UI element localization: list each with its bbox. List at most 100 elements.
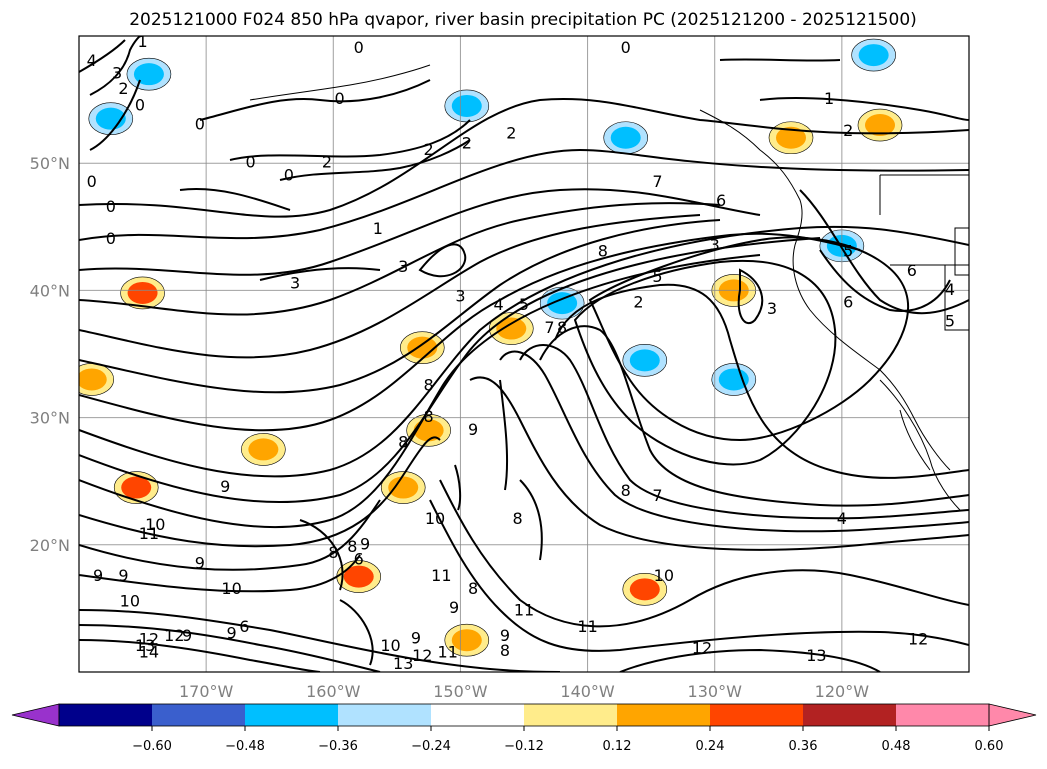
contour-label: 11	[431, 566, 451, 585]
contour-label: 11	[139, 524, 159, 543]
contour-label: 11	[514, 600, 534, 619]
contour-line	[79, 225, 969, 478]
contour-line	[79, 98, 969, 218]
contour-label: 6	[239, 617, 249, 636]
contour-line	[499, 379, 509, 491]
colorbar-segment	[617, 704, 711, 726]
contour-line	[737, 268, 764, 325]
x-axis-ticks: 170°W 160°W 150°W 140°W 130°W 120°W	[179, 682, 869, 701]
contour-label: 0	[106, 197, 116, 216]
contour-line	[79, 148, 969, 241]
contour-label: 0	[106, 229, 116, 248]
contour-line	[79, 214, 701, 359]
contour-line	[719, 58, 841, 62]
contour-label: 6	[843, 293, 853, 312]
shaded-region	[133, 63, 164, 86]
contour-label: 8	[347, 537, 357, 556]
colorbar-segment	[152, 704, 246, 726]
contour-label: 12	[908, 630, 928, 649]
contour-line	[79, 639, 321, 672]
contour-label: 9	[195, 553, 205, 572]
shaded-region	[127, 281, 158, 304]
contour-label: 9	[411, 628, 421, 647]
contour-label: 4	[87, 51, 97, 70]
contour-label: 8	[621, 481, 631, 500]
contour-label: 8	[500, 641, 510, 660]
contour-line	[499, 350, 969, 533]
contour-label: 10	[425, 509, 445, 528]
contour-line	[573, 259, 837, 466]
contour-label: 9	[226, 623, 236, 642]
y-axis-ticks: 20°N 30°N 40°N 50°N	[30, 154, 70, 555]
contour-label: 9	[220, 477, 230, 496]
contour-label: 6	[354, 550, 364, 569]
contour-label: 2	[424, 140, 434, 159]
shaded-region	[858, 44, 889, 67]
shaded-region	[547, 292, 578, 315]
contour-label: 2	[506, 123, 516, 142]
contour-label: 9	[118, 566, 128, 585]
contour-label: 1	[824, 89, 834, 108]
contour-label: 5	[945, 312, 955, 331]
contour-label: 2	[843, 121, 853, 140]
x-tick-label: 150°W	[433, 682, 488, 701]
contour-label: 10	[221, 579, 241, 598]
contour-label: 3	[290, 274, 300, 293]
contour-label: 5	[519, 295, 529, 314]
colorbar-tick-label: −0.12	[504, 739, 544, 754]
contour-label: 2	[118, 79, 128, 98]
contour-label: 13	[135, 636, 155, 655]
contour-line	[89, 79, 141, 151]
contour-label: 8	[513, 509, 523, 528]
contour-label: 4	[945, 280, 955, 299]
contour-label: 0	[246, 153, 256, 172]
contour-line	[89, 36, 141, 96]
contour-label: 13	[393, 654, 413, 673]
contour-line	[799, 189, 969, 315]
colorbar-tick-label: −0.48	[225, 739, 265, 754]
contour-label: 10	[120, 592, 140, 611]
shaded-region	[388, 476, 419, 499]
coastline	[879, 174, 969, 331]
contour-label: 2	[633, 293, 643, 312]
colorbar-tick-label: 0.24	[696, 739, 725, 754]
contour-label: 2	[322, 153, 332, 172]
contour-label: 7	[652, 172, 662, 191]
contour-label: 14	[139, 642, 159, 661]
colorbar-segment	[524, 704, 618, 726]
contour-label: 10	[145, 515, 165, 534]
contour-label: 9	[468, 420, 478, 439]
contour-line	[279, 139, 471, 181]
contour-label: 0	[87, 172, 97, 191]
contour-label: 4	[493, 295, 503, 314]
contour-label: 9	[500, 626, 510, 645]
shaded-region	[776, 126, 806, 149]
coastline	[879, 379, 961, 511]
contour-label: 4	[837, 509, 847, 528]
contour-label: 12	[692, 639, 712, 658]
colorbar-segment	[710, 704, 804, 726]
contour-label: 8	[424, 375, 434, 394]
shaded-region	[629, 349, 660, 372]
contour-label: 3	[112, 64, 122, 83]
contour-line	[819, 249, 951, 312]
contour-line	[79, 436, 441, 548]
shaded-region	[629, 578, 660, 601]
shaded-region	[407, 336, 438, 359]
contour-line	[439, 479, 969, 628]
shaded-region	[121, 476, 152, 499]
colorbar-segment	[803, 704, 897, 726]
shaded-region	[343, 565, 374, 588]
contour-label: 0	[621, 38, 631, 57]
y-tick-label: 50°N	[30, 154, 70, 173]
x-tick-label: 140°W	[560, 682, 615, 701]
contour-line	[539, 325, 969, 507]
contour-line	[79, 624, 381, 672]
contour-label: 9	[93, 566, 103, 585]
shaded-region	[79, 368, 107, 391]
contour-line	[79, 499, 381, 571]
coastline	[699, 109, 951, 471]
contour-lines	[79, 36, 969, 672]
